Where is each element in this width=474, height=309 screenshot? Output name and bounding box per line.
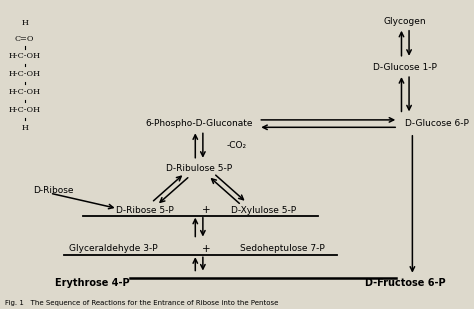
Text: H-C-OH: H-C-OH xyxy=(9,52,41,60)
Text: H: H xyxy=(21,124,28,132)
Text: Erythrose 4-P: Erythrose 4-P xyxy=(55,278,130,288)
Text: D-Glucose 6-P: D-Glucose 6-P xyxy=(405,119,469,128)
Text: D-Fructose 6-P: D-Fructose 6-P xyxy=(365,278,446,288)
Text: D-Ribose 5-P: D-Ribose 5-P xyxy=(116,205,173,215)
Text: D-Xylulose 5-P: D-Xylulose 5-P xyxy=(230,205,296,215)
Text: +: + xyxy=(202,205,210,215)
Text: Sedoheptulose 7-P: Sedoheptulose 7-P xyxy=(240,244,324,253)
Text: Glyceraldehyde 3-P: Glyceraldehyde 3-P xyxy=(70,244,158,253)
Text: C=O: C=O xyxy=(15,35,35,43)
Text: H-C-OH: H-C-OH xyxy=(9,70,41,78)
Text: H: H xyxy=(21,19,28,27)
Text: -CO₂: -CO₂ xyxy=(227,141,247,150)
Text: Fig. 1   The Sequence of Reactions for the Entrance of Ribose into the Pentose: Fig. 1 The Sequence of Reactions for the… xyxy=(5,300,278,306)
Text: Glycogen: Glycogen xyxy=(384,17,427,26)
Text: H-C-OH: H-C-OH xyxy=(9,88,41,96)
Text: 6-Phospho-D-Gluconate: 6-Phospho-D-Gluconate xyxy=(146,119,253,128)
Text: D-Ribose: D-Ribose xyxy=(33,185,73,195)
Text: H-C-OH: H-C-OH xyxy=(9,106,41,114)
Text: D-Ribulose 5-P: D-Ribulose 5-P xyxy=(166,164,232,173)
Text: +: + xyxy=(202,244,210,254)
Text: D-Glucose 1-P: D-Glucose 1-P xyxy=(374,63,437,73)
